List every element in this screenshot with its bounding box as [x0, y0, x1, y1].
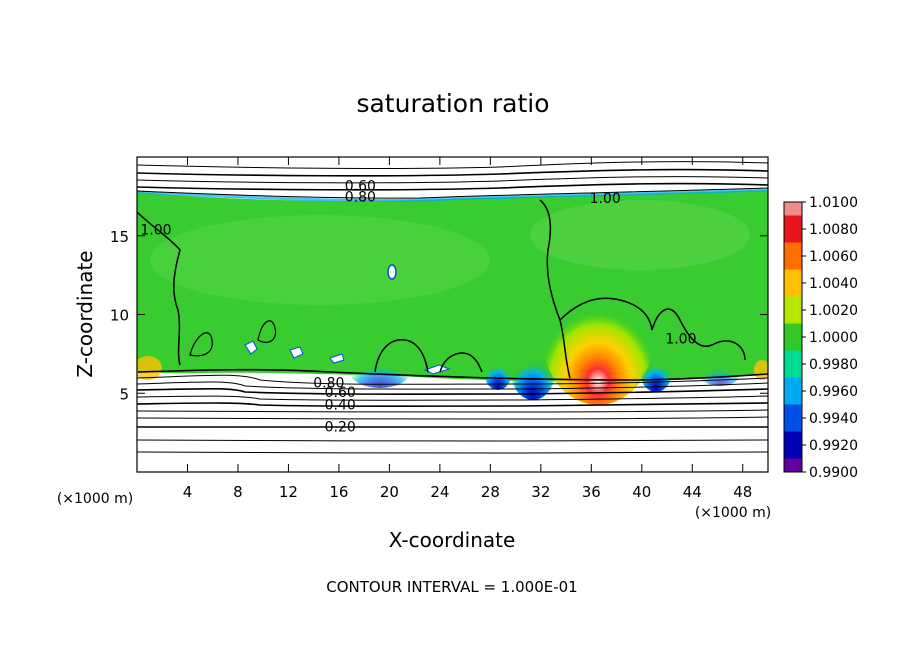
colorbar-swatch [784, 404, 802, 432]
colorbar-label: 1.0000 [809, 330, 858, 346]
x-unit-left: (×1000 m) [57, 491, 133, 507]
colorbar-swatch [784, 323, 802, 351]
colorbar-swatch [784, 431, 802, 459]
x-tick-label: 12 [279, 483, 298, 501]
x-axis-ticks: 4 8 12 16 20 24 28 32 36 40 44 48 [183, 157, 752, 501]
x-tick-label: 36 [582, 483, 601, 501]
colorbar-label: 1.0080 [809, 222, 858, 238]
contour-label: 1.00 [590, 191, 621, 207]
colorbar-label: 0.9900 [809, 465, 858, 481]
colorbar-swatch [784, 296, 802, 324]
colorbar-swatch [784, 269, 802, 297]
contour-lines [137, 161, 768, 454]
broken-cloud-patches [244, 340, 451, 375]
contour-label-layer: 0.600.80 1.001.001.000.800.600.400.20 [140, 179, 696, 436]
colorbar-swatch [784, 215, 802, 243]
dry-hole [387, 264, 397, 280]
contour-label: 1.00 [140, 223, 171, 239]
y-axis-ticks: 5 10 15 [110, 228, 768, 403]
colorbar-label: 1.0060 [809, 249, 858, 265]
colorbar-swatch [784, 202, 802, 216]
chart-title: saturation ratio [356, 89, 549, 118]
colorbar-swatch [784, 350, 802, 378]
colorbar-label: 0.9940 [809, 411, 858, 427]
contour-label: 0.60 [325, 385, 356, 401]
plot-area: 0.600.80 1.001.001.000.800.600.400.20 [137, 157, 768, 472]
contour-interval-footer: CONTOUR INTERVAL = 1.000E-01 [326, 578, 577, 596]
colorbar-swatch [784, 377, 802, 405]
x-tick-label: 44 [683, 483, 702, 501]
colorbar-swatch [784, 458, 802, 472]
moist-band [150, 215, 490, 305]
moist-band-2 [530, 200, 750, 270]
cold-patch-2 [484, 354, 512, 390]
cold-patch [511, 344, 555, 400]
x-tick-label: 48 [733, 483, 752, 501]
x-tick-label: 16 [329, 483, 348, 501]
x-tick-label: 28 [481, 483, 500, 501]
warm-edge-left [137, 356, 162, 380]
y-axis-label: Z-coordinate [73, 250, 97, 377]
contour-label: 0.80 [313, 375, 344, 391]
colorbar-label: 1.0040 [809, 276, 858, 292]
colorbar-label: 1.0100 [809, 195, 858, 211]
y-tick-label: 15 [110, 228, 129, 246]
x-tick-label: 4 [183, 483, 193, 501]
x-tick-label: 20 [380, 483, 399, 501]
contour-label: 0.80 [345, 190, 376, 206]
contour-label: 0.40 [325, 397, 356, 413]
colorbar-label: 0.9960 [809, 384, 858, 400]
y-tick-label: 5 [119, 385, 129, 403]
warm-plume [543, 275, 653, 405]
x-tick-label: 40 [632, 483, 651, 501]
contour-label: 0.60 [345, 179, 376, 195]
colorbar-label: 0.9980 [809, 357, 858, 373]
x-tick-label: 8 [233, 483, 243, 501]
x-tick-label: 32 [531, 483, 550, 501]
x-unit-right: (×1000 m) [695, 505, 771, 521]
y-tick-label: 10 [110, 307, 129, 325]
cold-patch-4 [350, 356, 410, 388]
colorbar: 1.0100 1.0080 1.0060 1.0040 1.0020 1.0000 0.99… [783, 195, 858, 481]
colorbar-label: 1.0020 [809, 303, 858, 319]
cold-patch-5 [700, 362, 740, 386]
top-cyan-fringe [137, 188, 768, 203]
contour-label: 0.20 [325, 419, 356, 435]
x-axis-label: X-coordinate [389, 528, 516, 552]
colorbar-swatch [784, 242, 802, 270]
colorbar-label: 0.9920 [809, 438, 858, 454]
x-tick-label: 24 [430, 483, 449, 501]
contour-label: 1.00 [665, 331, 696, 347]
